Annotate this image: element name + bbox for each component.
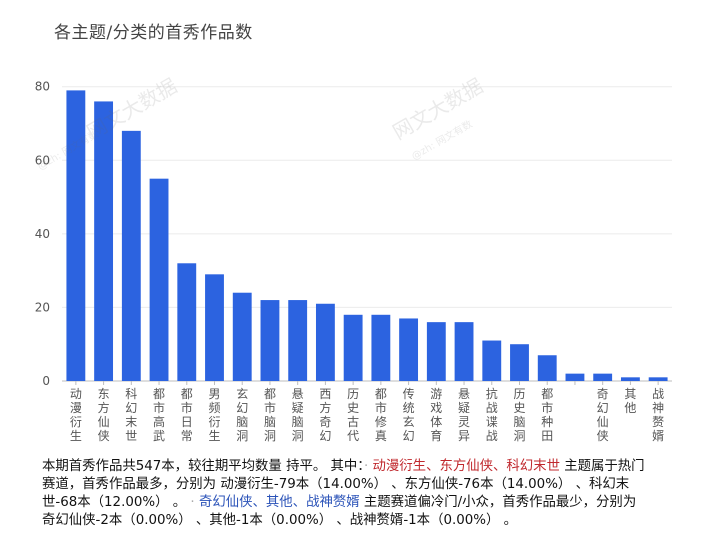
y-tick-label: 0 [42, 374, 50, 388]
x-tick-label: 抗战谍战 [486, 386, 498, 443]
bar [177, 263, 197, 381]
hot-topic-1: 动漫衍生 [372, 459, 427, 474]
x-tick-label: 动漫衍生 [70, 387, 82, 443]
y-tick-label: 60 [35, 153, 50, 167]
bar [94, 101, 114, 381]
x-tick-label: 历史古代 [347, 387, 359, 443]
bars [66, 90, 668, 382]
x-tick-label: 东方仙侠 [98, 387, 110, 443]
x-tick-label: 西方奇幻 [319, 387, 331, 443]
bar [149, 178, 169, 381]
y-tick-label: 40 [35, 227, 50, 241]
bar [260, 300, 280, 381]
bar [648, 377, 668, 381]
bar [399, 318, 419, 381]
cold-sep: 、 [292, 495, 307, 510]
cold-sep: 、 [252, 495, 266, 510]
bar [565, 373, 585, 381]
cold-topic-2: 其他 [265, 495, 293, 510]
bar [66, 90, 86, 382]
x-tick-label: 奇幻仙侠 [597, 387, 609, 443]
x-tick-label: 都市日常 [181, 387, 193, 443]
x-tick-label: 悬疑脑洞 [292, 387, 304, 443]
y-axis: 0 20 40 60 80 [35, 80, 50, 388]
bar [426, 322, 446, 381]
bar [343, 314, 363, 381]
bar-chart: 0 20 40 60 80 动漫衍生 东方仙侠 科幻末世 都市高武 都市日常 男频衍生 玄幻脑洞 都市… [35, 74, 672, 443]
bullet-dot: · [363, 459, 369, 474]
hot-topic-2: 东方仙侠 [439, 459, 494, 474]
bullet-dot: · [190, 495, 195, 510]
summary-intro: 本期首秀作品共547本，较往期平均数量 持平。 其中： [42, 459, 364, 474]
x-tick-label: 都市高武 [153, 387, 165, 443]
x-tick-label: 历史脑洞 [513, 387, 525, 443]
chart-title: 各主题/分类的首秀作品数 [54, 23, 253, 43]
x-tick-label: 都市种田 [541, 387, 553, 443]
cold-topic-1: 奇幻仙侠 [198, 495, 253, 510]
cold-topic-3: 战神赘婿 [306, 495, 360, 510]
x-tick-label: 玄幻脑洞 [236, 386, 248, 443]
x-tick-label: 传统玄幻 [403, 386, 415, 443]
bar [482, 340, 502, 381]
x-tick-label: 都市修真 [375, 387, 387, 443]
x-tick-label: 科幻末世 [125, 387, 137, 443]
bar [510, 344, 529, 381]
x-tick-label: 悬疑灵异 [458, 387, 470, 443]
bar [121, 130, 141, 381]
hot-sep: 、 [426, 459, 440, 474]
bar [205, 274, 224, 381]
x-axis-labels: 动漫衍生 东方仙侠 科幻末世 都市高武 都市日常 男频衍生 玄幻脑洞 都市脑洞 悬疑脑洞 西方奇幻… [70, 381, 664, 443]
bar [232, 292, 252, 381]
x-tick-label: 游戏体育 [430, 387, 442, 443]
hot-sep: 、 [493, 459, 507, 474]
watermark-text: 网文大数据 [389, 74, 488, 145]
summary-hot-detail: 主题属于热门赛道，首秀作品最多，分别为 动漫衍生-79本（14.00%） 、东方… [42, 459, 645, 510]
y-tick-label: 80 [35, 80, 50, 94]
bar [371, 314, 391, 381]
bar [593, 373, 613, 381]
y-tick-label: 20 [35, 300, 50, 314]
x-tick-label: 男频衍生 [208, 387, 220, 443]
bar [620, 377, 640, 381]
x-tick-label: 战神赘婿 [652, 387, 664, 443]
bar [315, 303, 335, 381]
bar [288, 300, 308, 381]
bar [537, 355, 557, 381]
x-tick-label: 都市脑洞 [264, 387, 276, 443]
summary-text: 本期首秀作品共547本，较往期平均数量 持平。 其中：· 动漫衍生、东方仙侠、科… [42, 458, 648, 530]
hot-topic-3: 科幻末世 [506, 459, 560, 474]
bar [454, 322, 474, 381]
x-tick-label: 其他 [624, 387, 636, 415]
summary-cold-detail: 主题赛道偏冷门/小众，首秀作品最少，分别为 奇幻仙侠-2本（0.00%） 、其他… [42, 495, 637, 528]
